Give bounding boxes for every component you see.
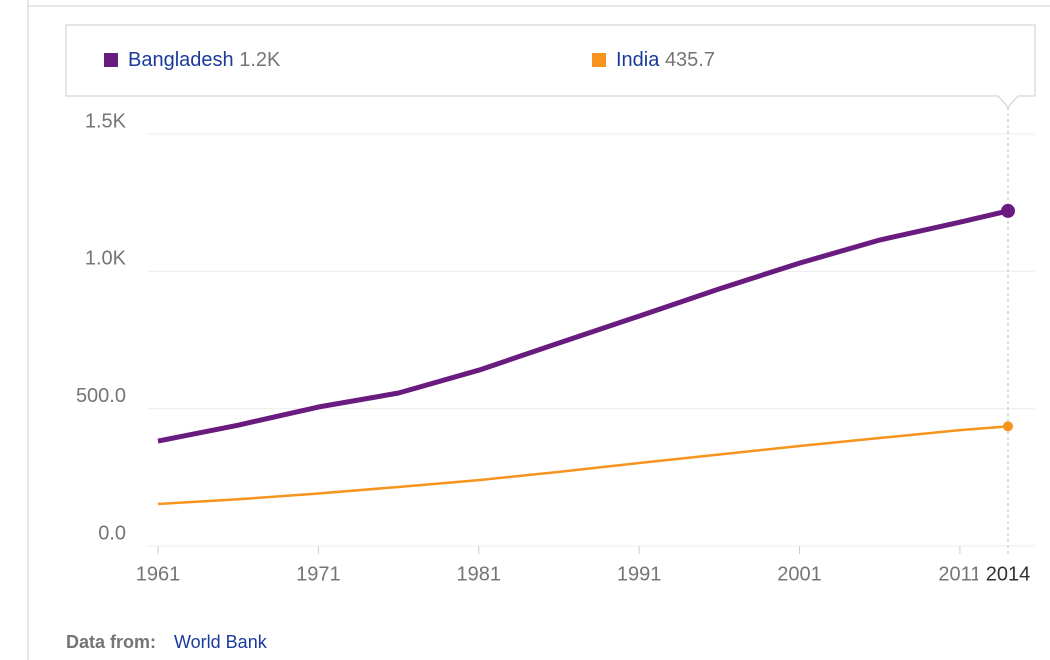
end-point [1001, 203, 1015, 218]
legend-value: 1.2K [239, 49, 281, 71]
x-tick-label: 2001 [777, 563, 822, 585]
legend-swatch [592, 53, 606, 67]
x-tick-label: 2011 [938, 563, 981, 585]
x-tick-label: 1991 [617, 563, 662, 585]
x-tick-label: 1961 [136, 563, 181, 585]
source-link[interactable]: World Bank [174, 632, 268, 652]
end-point [1003, 421, 1013, 432]
x-tick-label: 1981 [457, 563, 502, 585]
legend-name: Bangladesh [128, 49, 234, 71]
series-line [157, 208, 1009, 444]
y-tick-label: 1.0K [85, 248, 127, 270]
hover-x-label: 2014 [986, 563, 1031, 585]
legend-box [65, 24, 1036, 108]
y-tick-label: 1.5K [85, 110, 127, 132]
legend-value: 435.7 [665, 49, 715, 71]
legend-name: India [616, 49, 660, 71]
series-line [157, 425, 1009, 506]
x-tick-label: 1971 [296, 563, 341, 585]
legend-swatch [104, 53, 118, 67]
legend-entry: Bangladesh 1.2K [128, 49, 281, 71]
hover-label-bg [978, 560, 1038, 590]
y-tick-label: 500.0 [76, 385, 126, 407]
y-tick-label: 0.0 [98, 522, 126, 544]
source-prefix: Data from: [66, 632, 156, 652]
legend-entry: India 435.7 [616, 49, 715, 71]
